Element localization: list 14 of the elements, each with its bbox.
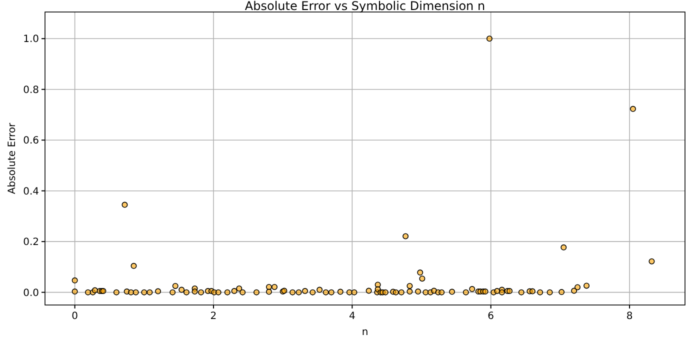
y-tick-label: 0.6 — [23, 136, 39, 147]
y-tick-label: 0.4 — [23, 186, 39, 198]
y-tick-label: 1.0 — [23, 34, 39, 46]
x-tick-label: 2 — [210, 311, 217, 322]
x-tick-label: 4 — [348, 311, 356, 322]
y-tick-label: 0.2 — [23, 237, 39, 248]
chart-title: Absolute Error vs Symbolic Dimension n — [244, 0, 486, 13]
x-tick-label: 0 — [72, 311, 78, 322]
x-tick-label: 8 — [626, 311, 633, 322]
x-axis-title: n — [362, 327, 368, 338]
y-tick-label: 0.0 — [23, 288, 39, 299]
y-tick-label: 0.8 — [23, 84, 39, 96]
x-tick-label: 6 — [488, 311, 494, 322]
y-axis-title: Absolute Error — [7, 122, 18, 194]
